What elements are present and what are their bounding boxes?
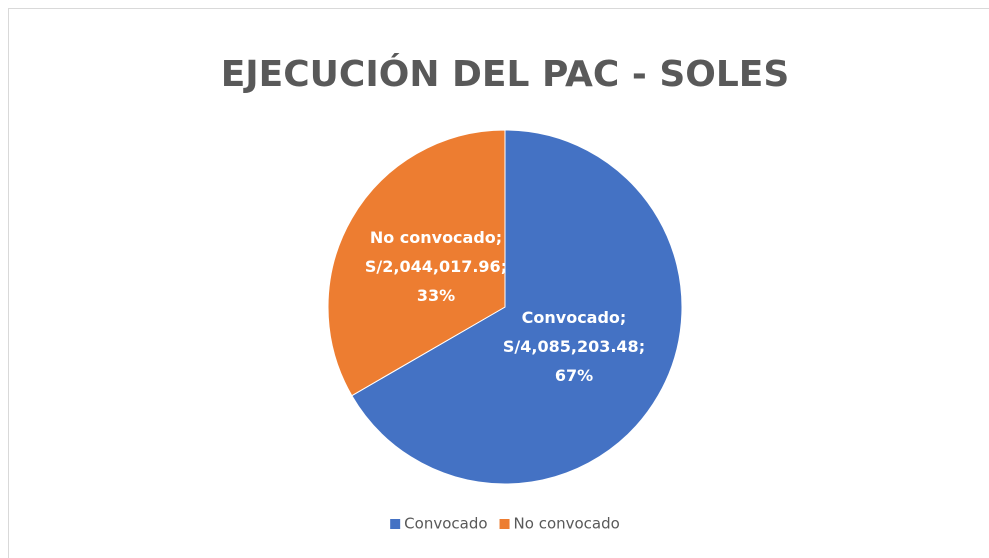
data-label-category: Convocado	[522, 307, 620, 326]
legend: Convocado No convocado	[390, 515, 620, 533]
data-label: S/2,044,017.96;	[365, 257, 507, 276]
data-label-category: No convocado	[370, 228, 496, 247]
data-label: 33%	[417, 286, 455, 305]
legend-swatch	[390, 519, 401, 529]
data-label: No convocado;	[370, 228, 502, 247]
data-label-separator: ;	[501, 257, 507, 276]
data-label-percentage: 33%	[417, 286, 455, 305]
pie-slice	[327, 129, 506, 397]
data-label-separator: ;	[496, 228, 502, 247]
data-label: S/4,085,203.48;	[503, 336, 645, 355]
data-label-percentage: 67%	[555, 365, 593, 384]
data-label: Convocado;	[522, 307, 627, 326]
pie-slice	[351, 129, 683, 485]
legend-swatch	[499, 519, 510, 529]
data-label-separator: ;	[639, 336, 645, 355]
chart-title: EJECUCIÓN DEL PAC - SOLES	[221, 53, 790, 95]
data-label-value: S/4,085,203.48	[503, 336, 639, 355]
data-label-separator: ;	[620, 307, 626, 326]
data-label-value: S/2,044,017.96	[365, 257, 501, 276]
data-label: 67%	[555, 365, 593, 384]
legend-label: No convocado	[514, 515, 620, 533]
legend-label: Convocado	[404, 515, 487, 533]
